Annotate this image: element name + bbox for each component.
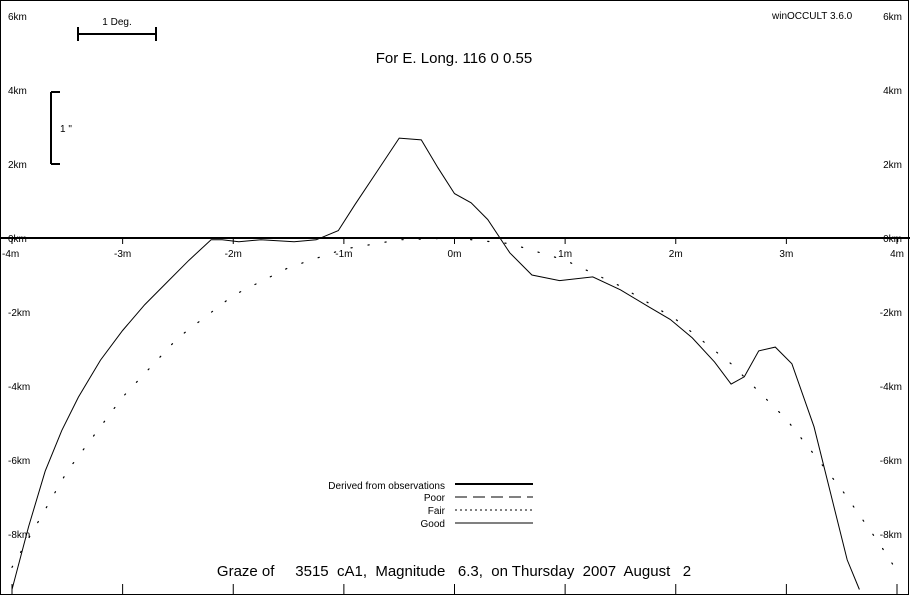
left-y-tick-label: 4km <box>8 86 27 97</box>
degree-scale-bar: 1 Deg. <box>77 17 157 41</box>
right-y-tick-label: 6km <box>883 12 902 23</box>
right-y-tick-label: -4km <box>880 382 902 393</box>
x-tick-label: 1m <box>558 249 572 260</box>
good-limb-profile-line <box>11 137 860 590</box>
legend-label-fair: Fair <box>428 506 446 517</box>
left-y-tick-label: -8km <box>8 530 30 541</box>
longitude-title: For E. Long. 116 0 0.55 <box>376 50 533 67</box>
x-tick-label: 3m <box>779 249 793 260</box>
right-y-axis: 6km 4km 2km 0km -2km -4km -6km -8km <box>880 12 902 541</box>
left-y-tick-label: 2km <box>8 160 27 171</box>
degree-scale-label: 1 Deg. <box>102 17 131 28</box>
arcsec-scale-label: 1 " <box>60 124 72 135</box>
right-y-tick-label: -8km <box>880 530 902 541</box>
right-y-tick-label: 2km <box>883 160 902 171</box>
x-tick-label: -1m <box>335 249 352 260</box>
right-y-tick-label: 4km <box>883 86 902 97</box>
legend-label-poor: Poor <box>424 493 446 504</box>
right-y-tick-label: -6km <box>880 456 902 467</box>
left-y-tick-label: -6km <box>8 456 30 467</box>
right-y-tick-label: -2km <box>880 308 902 319</box>
x-tick-label: -2m <box>225 249 242 260</box>
x-tick-label: -4m <box>2 249 19 260</box>
x-tick-label: -3m <box>114 249 131 260</box>
profile-series <box>11 137 898 590</box>
legend: Derived from observations Poor Fair Good <box>328 481 533 530</box>
legend-label-good: Good <box>421 519 445 530</box>
x-tick-label: 4m <box>890 249 904 260</box>
x-tick-label: 2m <box>669 249 683 260</box>
right-y-tick-label: 0km <box>883 234 902 245</box>
x-tick-label: 0m <box>448 249 462 260</box>
graze-title: Graze of 3515 cA1, Magnitude 6.3, on Thu… <box>217 563 691 580</box>
legend-label-derived: Derived from observations <box>328 481 445 492</box>
fair-limb-profile-line <box>11 237 898 572</box>
x-axis-ticks: -4m -3m -2m -1m 0m 1m 2m 3m 4m <box>2 238 904 595</box>
left-y-tick-label: 6km <box>8 12 27 23</box>
app-label: winOCCULT 3.6.0 <box>771 11 853 22</box>
left-y-tick-label: 0km <box>8 234 27 245</box>
left-y-tick-label: -2km <box>8 308 30 319</box>
left-y-tick-label: -4km <box>8 382 30 393</box>
left-y-axis: 6km 4km 2km 0km -2km -4km -6km -8km <box>8 12 30 541</box>
arcsec-scale-bar: 1 " <box>50 91 72 165</box>
